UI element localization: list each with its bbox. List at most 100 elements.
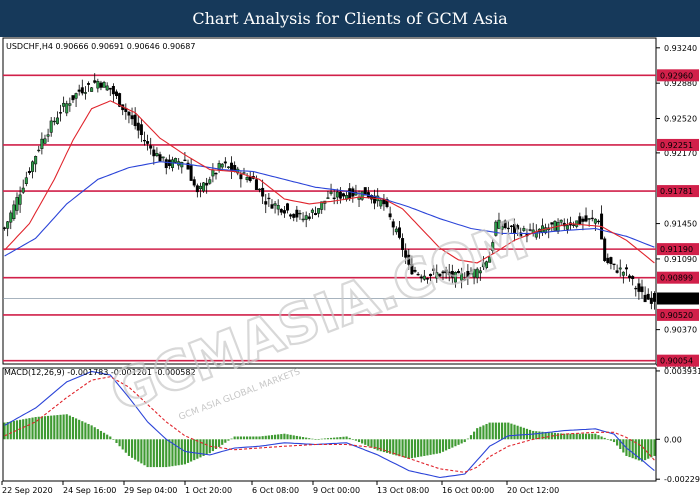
macd-histogram-bar: [538, 431, 541, 440]
macd-histogram-bar: [432, 439, 435, 455]
candle-body: [544, 227, 548, 234]
macd-histogram-bar: [40, 416, 43, 440]
candle-body: [649, 297, 653, 304]
price-tick-label: 0.92880: [664, 79, 697, 88]
candle-body: [565, 225, 569, 230]
macd-histogram-bar: [466, 438, 469, 440]
macd-histogram-bar: [367, 439, 370, 447]
macd-histogram-bar: [25, 418, 28, 440]
macd-histogram: [3, 414, 656, 468]
price-tick-label: 0.93240: [664, 44, 697, 53]
macd-histogram-bar: [544, 432, 547, 440]
macd-histogram-bar: [364, 439, 367, 445]
macd-histogram-bar: [488, 422, 491, 440]
macd-histogram-bar: [22, 419, 25, 440]
candle-body: [310, 209, 314, 213]
candle-body: [503, 220, 507, 228]
macd-histogram-bar: [193, 439, 196, 461]
candle-body: [624, 267, 628, 270]
candle-body: [198, 185, 202, 190]
x-tick-label: 24 Sep 16:00: [63, 486, 116, 495]
macd-histogram-bar: [435, 439, 438, 454]
level-label-box: [657, 185, 699, 198]
macd-histogram-bar: [118, 439, 121, 447]
macd-histogram-bar: [345, 436, 348, 440]
macd-histogram-bar: [413, 439, 417, 458]
x-axis: 22 Sep 2020 24 Sep 16:00 29 Sep 04:00 1 Oct…: [1, 480, 656, 495]
macd-histogram-bar: [653, 439, 656, 456]
macd-histogram-bar: [199, 439, 202, 458]
candle-body: [77, 89, 81, 92]
candle-body: [133, 114, 137, 127]
candle-body: [59, 112, 63, 114]
candle-body: [397, 227, 401, 238]
candle-body: [429, 273, 433, 277]
macd-histogram-bar: [115, 439, 118, 443]
macd-histogram-bar: [180, 439, 183, 465]
candle-body: [108, 87, 112, 90]
macd-histogram-bar: [31, 417, 34, 440]
candle-body: [21, 187, 25, 193]
macd-histogram-bar: [9, 421, 12, 440]
level-label-box: [657, 69, 699, 82]
macd-histogram-bar: [507, 422, 510, 440]
macd-histogram-bar: [43, 416, 47, 440]
candle-body: [136, 122, 140, 131]
candle-body: [314, 213, 318, 215]
macd-histogram-bar: [205, 439, 208, 455]
macd-histogram-bar: [342, 436, 345, 440]
candle-body: [410, 264, 414, 275]
candle-body: [245, 177, 249, 181]
macd-histogram-bar: [305, 437, 308, 440]
macd-histogram-bar: [249, 436, 252, 440]
macd-histogram-bar: [252, 436, 255, 440]
candle-body: [239, 174, 243, 180]
macd-histogram-bar: [429, 439, 432, 455]
candle-body: [139, 124, 143, 136]
macd-histogram-bar: [566, 433, 569, 440]
candle-body: [422, 275, 426, 280]
macd-histogram-bar: [606, 439, 609, 440]
macd-histogram-bar: [650, 439, 653, 458]
macd-histogram-bar: [389, 439, 392, 454]
macd-histogram-bar: [370, 439, 373, 448]
macd-histogram-bar: [112, 439, 115, 440]
candle-body: [295, 209, 299, 218]
candle-body: [618, 267, 622, 270]
macd-histogram-bar: [541, 431, 544, 440]
macd-histogram-bar: [448, 439, 451, 450]
price-tick-label: 0.91450: [664, 220, 697, 229]
candle-body: [174, 158, 178, 163]
macd-histogram-bar: [174, 439, 177, 466]
x-tick-label: 1 Oct 20:00: [185, 486, 232, 495]
macd-histogram-bar: [87, 423, 90, 440]
macd-tick-label: 0.00: [664, 435, 682, 444]
candle-body: [62, 102, 66, 107]
candle-body: [559, 219, 563, 223]
candle-body: [444, 269, 448, 274]
macd-histogram-bar: [469, 435, 473, 440]
candle-body: [149, 145, 153, 149]
macd-histogram-bar: [90, 425, 93, 440]
macd-histogram-bar: [460, 439, 463, 444]
macd-histogram-bar: [15, 420, 19, 440]
level-label-box: [657, 138, 699, 151]
macd-histogram-bar: [351, 439, 354, 440]
macd-histogram-bar: [647, 439, 650, 459]
candle-body: [615, 270, 619, 273]
macd-histogram-bar: [121, 439, 124, 450]
macd-histogram-bar: [106, 434, 109, 440]
candle-body: [634, 287, 638, 290]
macd-histogram-bar: [581, 433, 585, 440]
macd-histogram-bar: [556, 433, 560, 440]
candle-body: [55, 117, 59, 124]
candle-body: [111, 85, 115, 95]
macd-histogram-bar: [578, 433, 581, 440]
candle-body: [435, 272, 439, 279]
macd-histogram-bar: [190, 439, 193, 462]
macd-histogram-bar: [270, 435, 274, 440]
candle-body: [385, 199, 389, 207]
candle-body: [289, 214, 293, 217]
candle-body: [261, 187, 265, 197]
level-label-box: [657, 308, 699, 321]
